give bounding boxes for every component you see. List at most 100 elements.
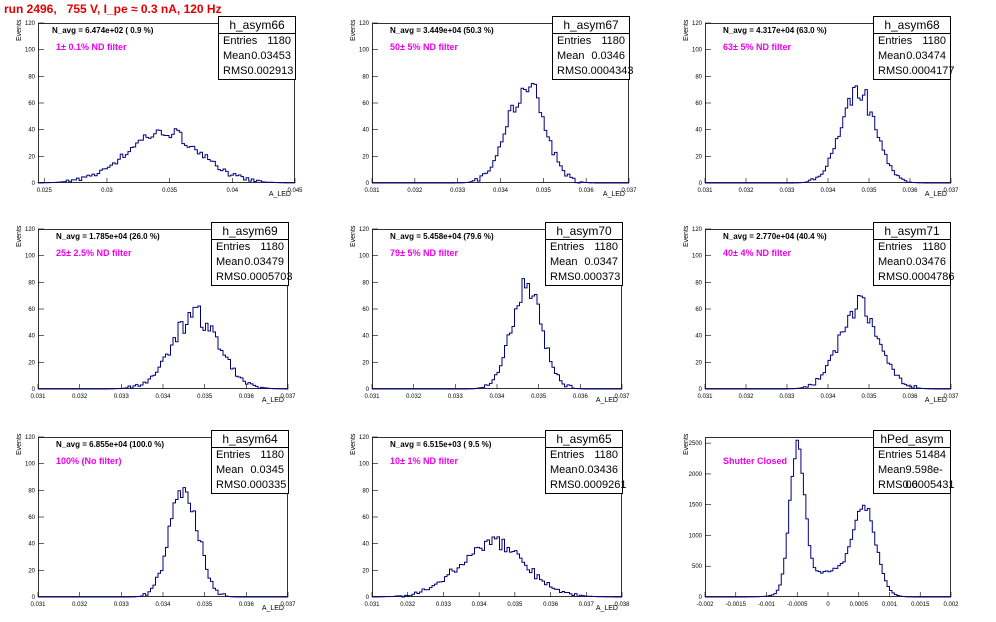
stat-row-entries: Entries 1180	[212, 240, 288, 255]
stat-row-mean: Mean 0.0347	[546, 255, 622, 270]
stat-value: 9.598e-06	[905, 464, 943, 491]
histogram-pad-h_asym64: 0.031 0.032 0.033 0.034 0.035 0.036 0.037 0 20 40…	[16, 430, 296, 612]
x-axis-label: A_LED	[595, 397, 618, 404]
stat-value: 0.03436	[578, 464, 618, 476]
x-tick-label: 0.035	[197, 394, 213, 400]
stat-row-rms: RMS 0.0004343	[553, 64, 633, 79]
x-tick-label: 0.033	[448, 394, 464, 400]
x-tick-label: -0.0005	[787, 602, 808, 608]
stat-value: 0.000373	[574, 271, 621, 283]
x-tick-label: 0.031	[697, 394, 713, 400]
stat-label: Mean	[216, 464, 244, 476]
y-tick-label: 80	[28, 74, 35, 80]
histogram-name: h_asym69	[212, 223, 288, 240]
x-tick-label: 0.034	[493, 188, 509, 194]
y-tick-label: 100	[25, 254, 36, 260]
stat-value: 0.002913	[247, 65, 294, 77]
stat-label: Mean	[223, 50, 251, 62]
histogram-plot: 0.031 0.032 0.033 0.034 0.035 0.036 0.037 0 20 40…	[692, 21, 959, 194]
y-axis-label: Events	[16, 225, 23, 247]
stat-value: 1180	[260, 241, 284, 253]
stat-value: 0.000335	[240, 479, 287, 491]
stat-row-mean: Mean 0.03476	[874, 255, 950, 270]
histogram-line	[705, 295, 951, 390]
y-tick-label: 0	[366, 595, 370, 601]
histogram-plot: -0.002 -0.0015 -0.001 -0.0005 0 0.0005 0.001 0.…	[689, 437, 959, 608]
filter-label: 10± 1% ND filter	[390, 456, 458, 466]
stat-row-mean: Mean 9.598e-06	[874, 463, 950, 491]
stat-row-mean: Mean 0.03453	[219, 49, 295, 64]
y-tick-label: 80	[28, 488, 35, 494]
stat-value: 1180	[594, 449, 618, 461]
histogram-pad-h_asym71: 0.031 0.032 0.033 0.034 0.035 0.036 0.037 0 20 40…	[683, 222, 959, 404]
y-tick-label: 80	[695, 74, 702, 80]
y-tick-label: 40	[362, 542, 369, 548]
histogram-name: hPed_asym	[874, 431, 950, 448]
histogram-name: h_asym70	[546, 223, 622, 240]
y-tick-label: 20	[28, 568, 35, 574]
x-axis-label: A_LED	[261, 397, 284, 404]
x-tick-label: 0.037	[621, 188, 637, 194]
y-tick-label: 60	[362, 307, 369, 313]
x-tick-label: 0.002	[943, 602, 959, 608]
stat-row-rms: RMS 0.0005431	[874, 478, 954, 493]
y-tick-label: 40	[28, 542, 35, 548]
x-tick-label: 0.034	[489, 394, 505, 400]
x-tick-label: 0.0015	[911, 602, 930, 608]
y-tick-label: 60	[28, 307, 35, 313]
x-tick-label: 0.035	[507, 602, 523, 608]
y-axis-label: Events	[16, 433, 23, 455]
histogram-plot: 0.031 0.032 0.033 0.034 0.035 0.036 0.037 0 20 40…	[25, 435, 296, 608]
histogram-line	[372, 278, 622, 390]
histogram-line	[38, 305, 289, 390]
y-tick-label: 0	[699, 181, 703, 187]
histogram-name: h_asym66	[219, 17, 295, 34]
y-axis-label: Events	[350, 433, 357, 455]
x-tick-label: 0.033	[114, 394, 130, 400]
navg-label: N_avg = 6.855e+04 (100.0 %)	[56, 440, 165, 449]
x-tick-label: 0.032	[407, 188, 423, 194]
stat-box: h_asym69 Entries 1180 Mean 0.03479 RMS 0.00057…	[211, 222, 292, 286]
x-tick-label: 0.03	[101, 188, 113, 194]
x-tick-label: 0.037	[280, 602, 296, 608]
stat-box: h_asym65 Entries 1180 Mean 0.03436 RMS 0.00092…	[545, 430, 626, 494]
filter-label: 100% (No filter)	[56, 456, 122, 466]
x-tick-label: 0.031	[364, 188, 380, 194]
x-tick-label: 0.036	[239, 394, 255, 400]
stat-row-entries: Entries 1180	[546, 448, 622, 463]
histogram-plot: 0.025 0.03 0.035 0.04 0.045 0 20 40 60 80 100 120	[25, 21, 303, 194]
y-tick-label: 120	[25, 435, 36, 441]
x-tick-label: 0.037	[943, 188, 959, 194]
y-tick-label: 80	[695, 280, 702, 286]
x-tick-label: 0.035	[162, 188, 178, 194]
y-tick-label: 20	[695, 154, 702, 160]
y-axis-label: Events	[683, 19, 690, 41]
y-tick-label: 100	[692, 48, 703, 54]
y-tick-label: 120	[359, 21, 370, 27]
y-tick-label: 40	[362, 334, 369, 340]
stat-row-mean: Mean 0.0346	[553, 49, 629, 64]
stat-box: h_asym67 Entries 1180 Mean 0.0346 RMS 0.000434…	[552, 16, 633, 80]
filter-label: 79± 5% ND filter	[390, 248, 458, 258]
stat-value: 0.0347	[584, 256, 618, 268]
histogram-pad-h_asym70: 0.031 0.032 0.033 0.034 0.035 0.036 0.037 0 20 40…	[350, 222, 630, 404]
x-tick-label: 0.035	[536, 188, 552, 194]
y-tick-label: 0	[366, 387, 370, 393]
x-tick-label: 0.035	[197, 602, 213, 608]
y-axis-label: Events	[683, 433, 690, 455]
y-tick-label: 80	[362, 488, 369, 494]
stat-row-entries: Entries 1180	[212, 448, 288, 463]
x-tick-label: 0.032	[738, 394, 754, 400]
y-tick-label: 0	[366, 181, 370, 187]
stat-box: hPed_asym Entries 51484 Mean 9.598e-06 RMS 0.0…	[873, 430, 954, 494]
stat-row-rms: RMS 0.000373	[546, 270, 622, 285]
histogram-line	[705, 439, 951, 598]
x-tick-label: 0.033	[450, 188, 466, 194]
navg-label: N_avg = 3.449e+04 (50.3 %)	[390, 26, 494, 35]
y-tick-label: 500	[692, 564, 703, 570]
y-tick-label: 120	[692, 227, 703, 233]
histogram-name: h_asym64	[212, 431, 288, 448]
filter-label: 25± 2.5% ND filter	[56, 248, 132, 258]
histogram-line	[705, 85, 951, 184]
y-tick-label: 60	[362, 101, 369, 107]
